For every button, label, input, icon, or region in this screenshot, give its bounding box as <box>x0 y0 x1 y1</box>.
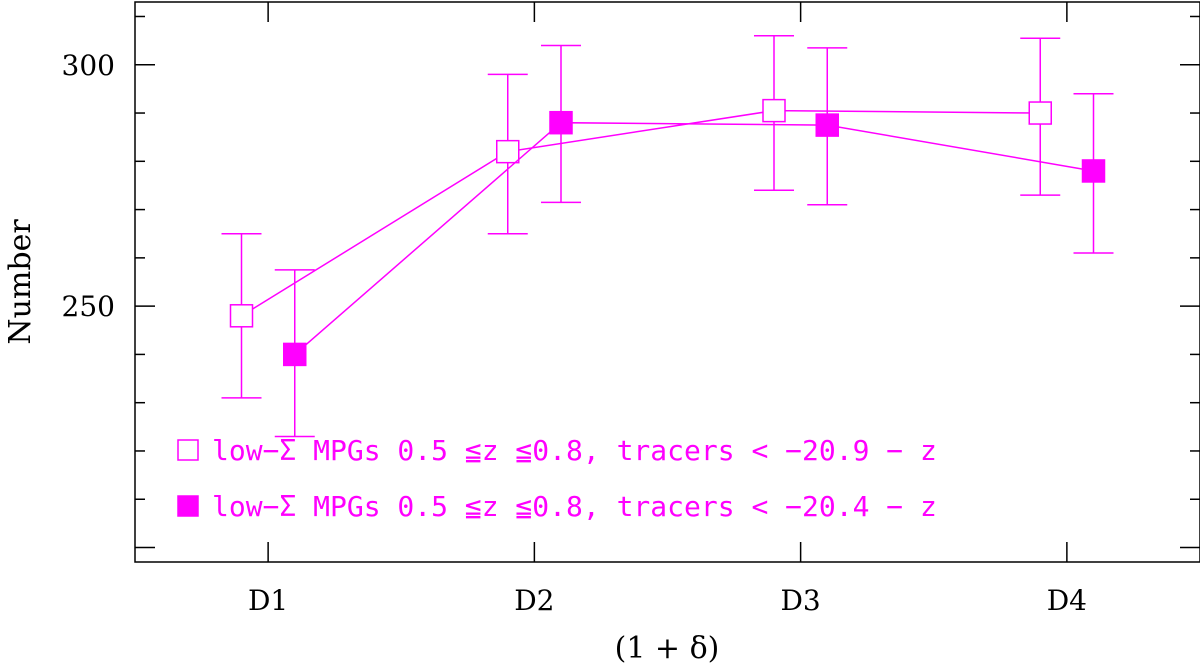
x-tick-labels: D1 D2 D3 D4 <box>248 584 1087 617</box>
x-tick-label: D4 <box>1047 584 1087 617</box>
x-axis-label: (1 + δ) <box>615 631 720 666</box>
y-tick-label: 250 <box>62 290 115 323</box>
series-1 <box>221 35 1061 399</box>
data-point <box>815 113 839 137</box>
data-point <box>762 98 786 123</box>
legend: low−Σ MPGs 0.5 ≦z ≦0.8, tracers < −20.9 … <box>177 434 937 523</box>
data-point <box>283 342 307 367</box>
data-point <box>549 110 573 135</box>
data-series <box>221 35 1114 438</box>
x-tick-label: D2 <box>514 584 554 617</box>
series-line <box>294 121 1094 355</box>
series-2 <box>274 44 1114 438</box>
data-point <box>1081 159 1106 183</box>
y-tick-label: 300 <box>62 49 115 82</box>
legend-label: low−Σ MPGs 0.5 ≦z ≦0.8, tracers < −20.4 … <box>212 490 937 523</box>
legend-marker <box>177 495 199 517</box>
x-tick-label: D1 <box>248 584 288 617</box>
axis-ticks <box>135 2 1200 562</box>
data-point <box>229 304 254 328</box>
legend-label: low−Σ MPGs 0.5 ≦z ≦0.8, tracers < −20.9 … <box>212 434 937 467</box>
data-point <box>496 139 520 164</box>
y-tick-labels: 250 300 <box>62 49 115 323</box>
x-tick-label: D3 <box>780 584 820 617</box>
y-axis-label: Number <box>3 219 38 345</box>
series-line <box>241 109 1041 317</box>
legend-marker <box>177 439 199 461</box>
plot-frame <box>134 1 1200 563</box>
data-point <box>1028 101 1052 125</box>
